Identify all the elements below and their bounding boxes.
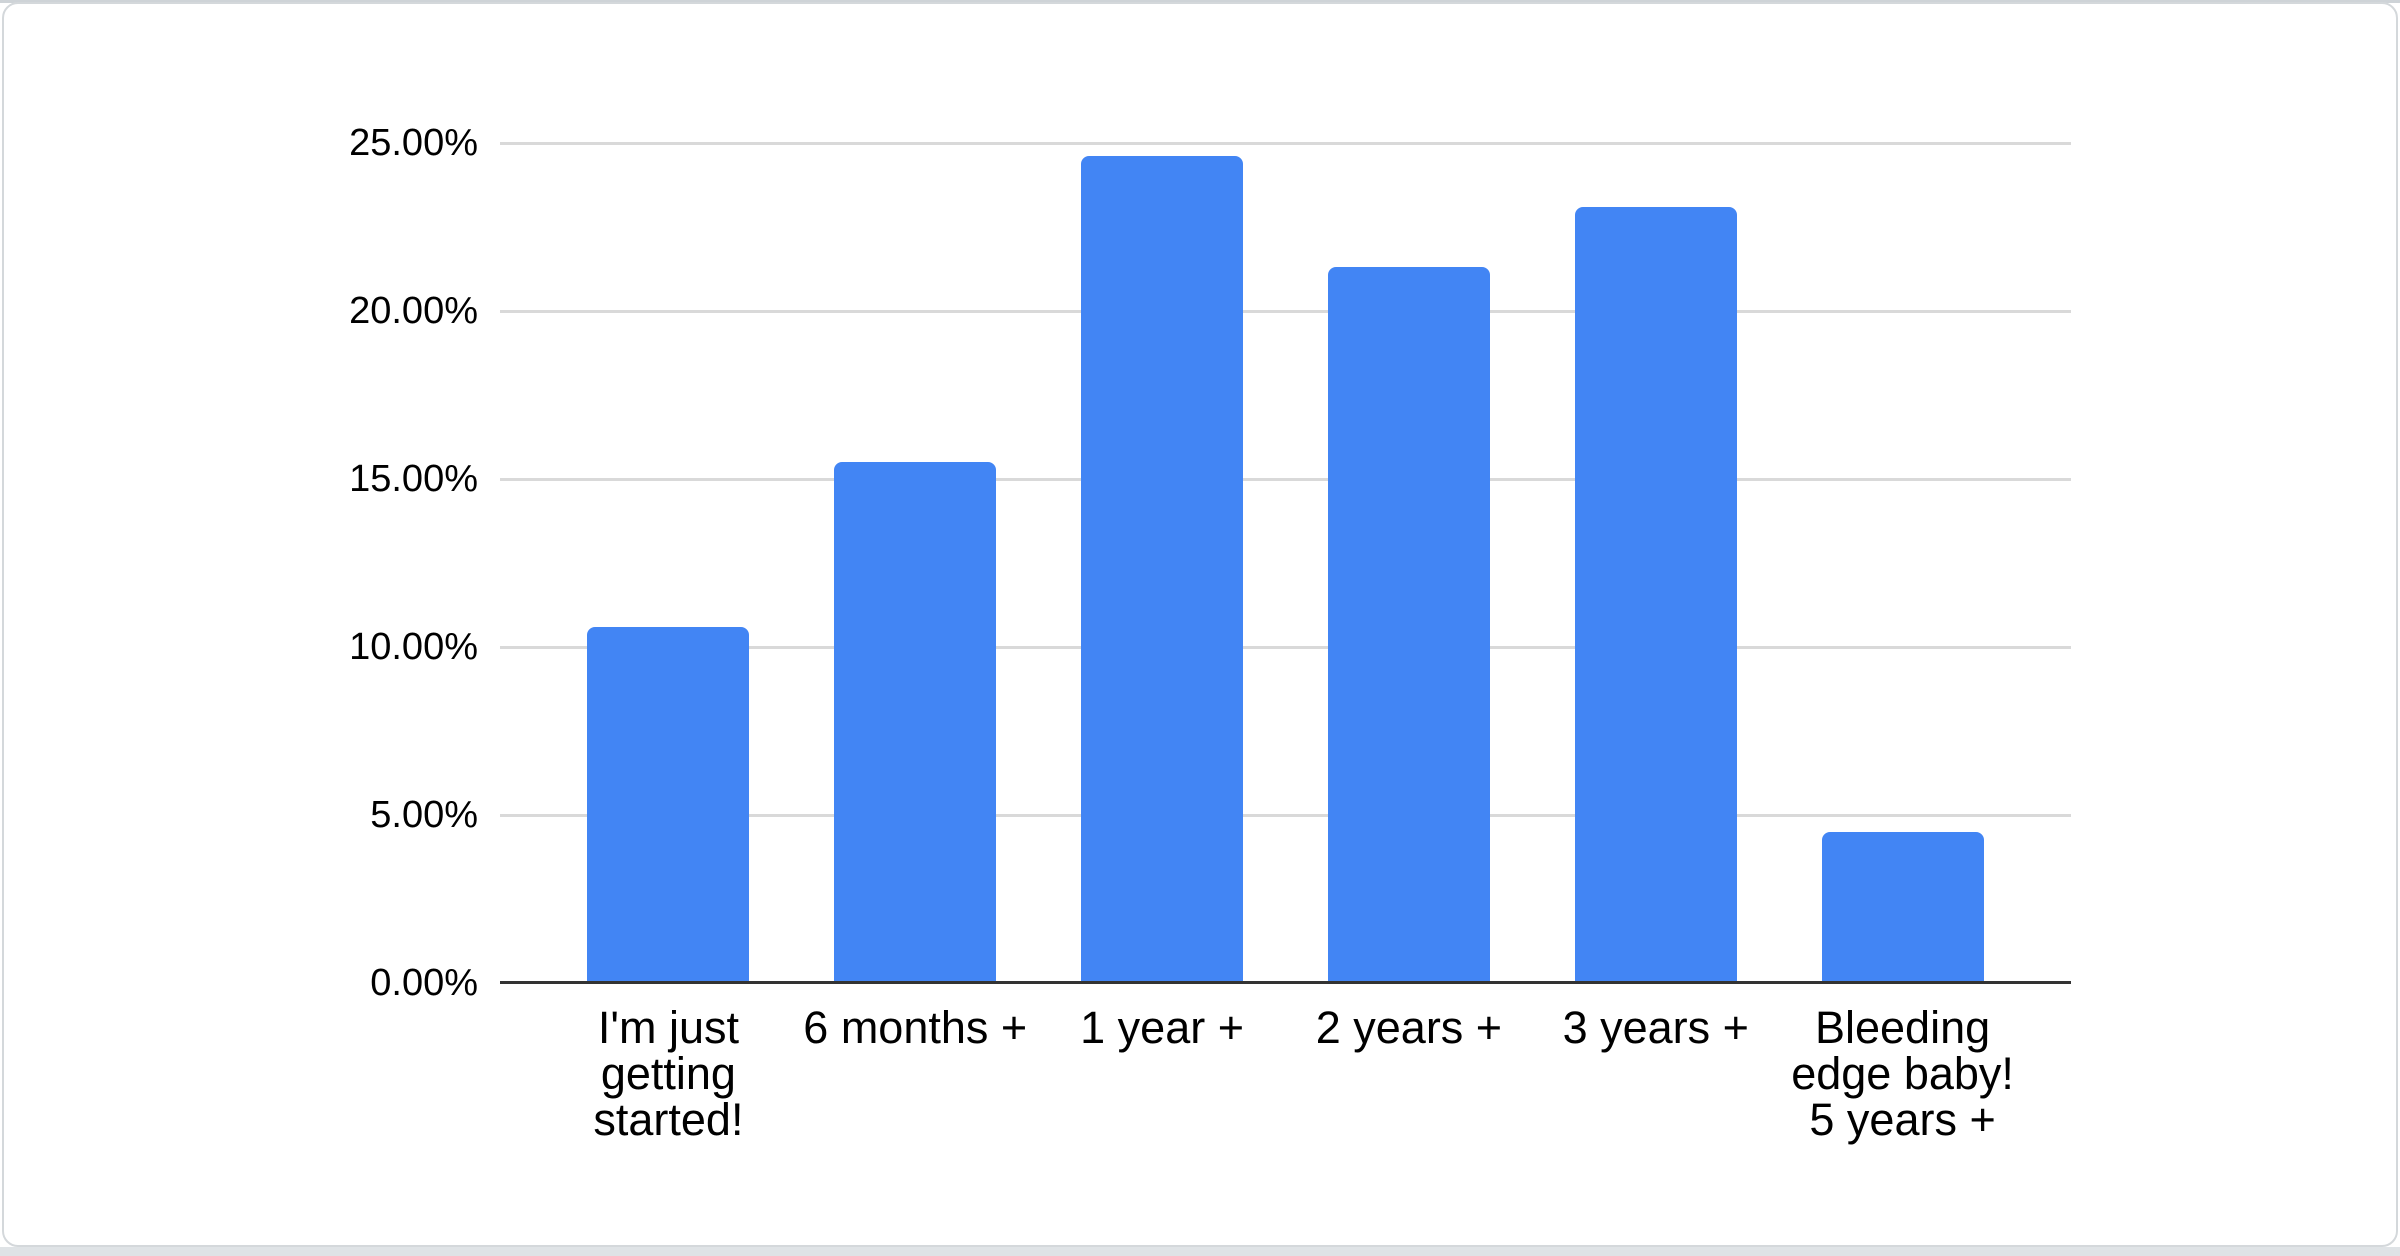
gridline (500, 646, 2071, 649)
y-axis-tick-label: 25.00% (349, 122, 478, 164)
x-axis-category-label: 2 years + (1315, 1002, 1503, 1053)
x-axis-category-label: I'm just getting started! (593, 1002, 744, 1145)
x-axis-baseline (500, 981, 2071, 984)
gridline (500, 142, 2071, 145)
x-axis-category-label: 3 years + (1562, 1002, 1749, 1053)
bar-chart: 0.00% 5.00% 10.00% 15.00% 20.00% 25.00% I'm ju… (4, 4, 2396, 1245)
y-axis-tick-label: 10.00% (349, 626, 478, 668)
y-axis-tick-label: 15.00% (349, 458, 478, 500)
y-axis-tick-label: 5.00% (370, 794, 478, 836)
page-bottom-edge (0, 1247, 2400, 1256)
gridline (500, 478, 2071, 481)
bar[interactable] (587, 627, 750, 983)
bar[interactable] (1081, 156, 1244, 983)
bar[interactable] (1821, 832, 1984, 983)
y-axis-tick-label: 0.00% (370, 962, 478, 1004)
bar[interactable] (1327, 267, 1490, 983)
x-axis-category-label: Bleeding edge baby! 5 years + (1791, 1002, 2014, 1145)
page-top-edge (0, 0, 2400, 3)
gridline (500, 310, 2071, 313)
y-axis-tick-label: 20.00% (349, 290, 478, 332)
gridline (500, 814, 2071, 817)
bar[interactable] (1574, 207, 1737, 983)
x-axis-category-label: 6 months + (803, 1002, 1028, 1053)
x-axis-category-label: 1 year + (1080, 1002, 1244, 1053)
bar[interactable] (834, 462, 997, 983)
